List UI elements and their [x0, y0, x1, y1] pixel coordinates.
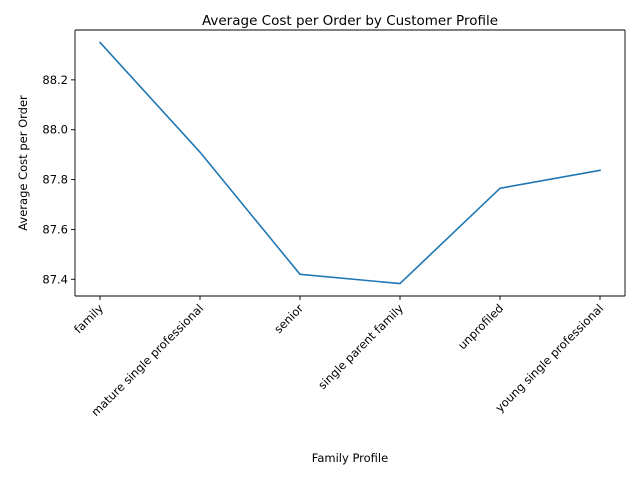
x-tick-label: family — [71, 301, 106, 336]
x-tick-label: single parent family — [315, 301, 406, 392]
y-tick-label: 88.0 — [42, 123, 68, 137]
chart-title: Average Cost per Order by Customer Profi… — [202, 13, 498, 29]
x-axis-label: Family Profile — [312, 451, 388, 465]
y-axis: 87.4 87.6 87.8 88.0 88.2 — [42, 73, 75, 286]
x-tick-label: senior — [271, 301, 306, 336]
y-axis-label: Average Cost per Order — [16, 95, 30, 231]
y-tick-label: 87.6 — [42, 222, 68, 236]
y-tick-label: 87.8 — [42, 173, 68, 187]
x-tick-label: young single professional — [492, 301, 606, 415]
y-tick-label: 88.2 — [42, 73, 68, 87]
series-line — [98, 41, 601, 285]
y-tick-label: 87.4 — [42, 272, 68, 286]
x-tick-label: unprofiled — [455, 301, 506, 352]
plot-area — [98, 41, 601, 285]
x-tick-label: mature single professional — [88, 301, 206, 419]
